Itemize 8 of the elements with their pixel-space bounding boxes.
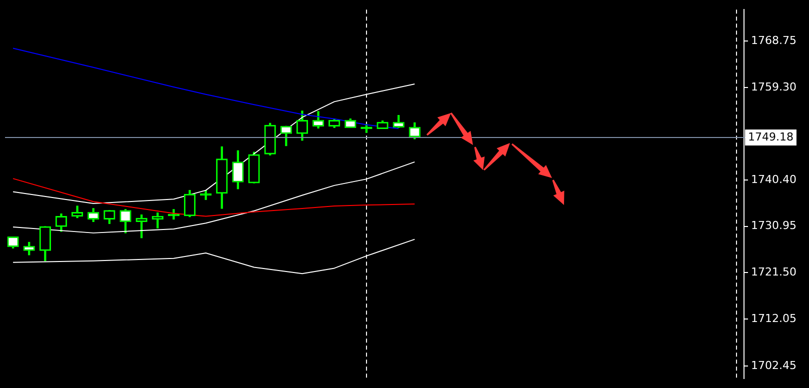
y-tick-label: 1712.05 — [751, 312, 796, 325]
y-tick-label: 1768.75 — [751, 34, 796, 48]
y-tick-label: 1740.40 — [751, 172, 796, 186]
y-tick-label: 1730.95 — [751, 219, 796, 232]
y-tick-label: 1702.45 — [751, 358, 796, 372]
y-tick-label: 1759.30 — [751, 80, 796, 94]
ref-line-label: 1749.18 — [748, 130, 794, 144]
y-tick-label: 1721.50 — [751, 265, 796, 278]
